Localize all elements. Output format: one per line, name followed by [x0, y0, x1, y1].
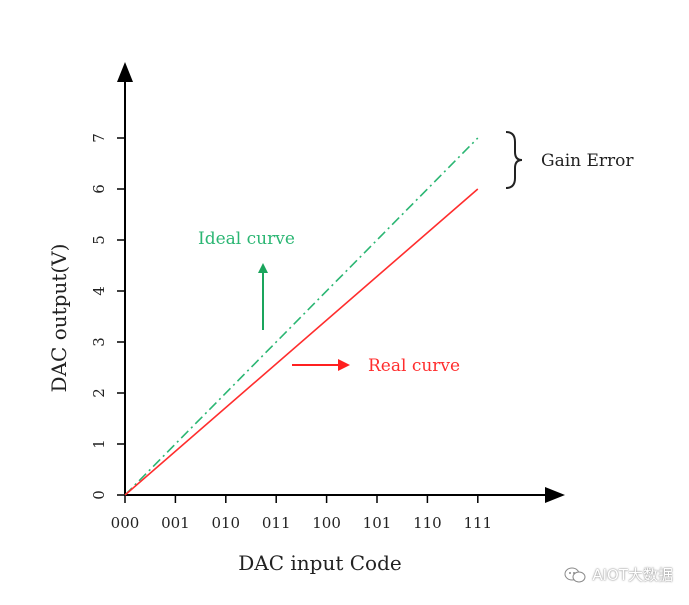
y-tick-label: 7 — [90, 133, 108, 143]
y-tick-label: 6 — [90, 184, 108, 194]
x-tick-label: 011 — [262, 514, 291, 532]
x-tick-label: 110 — [413, 514, 442, 532]
series-line-real — [124, 188, 479, 496]
series-line-ideal — [124, 137, 479, 496]
x-tick-label: 101 — [363, 514, 392, 532]
x-ticks: 000 001 010 011 100 101 110 111 — [111, 495, 492, 532]
x-tick-label: 000 — [111, 514, 140, 532]
x-tick-label: 100 — [312, 514, 341, 532]
real-curve-label: Real curve — [368, 356, 460, 376]
axes — [117, 62, 565, 503]
wechat-icon — [564, 567, 586, 582]
watermark-text: AIOT大数据 — [592, 566, 673, 584]
y-tick-label: 0 — [90, 490, 108, 500]
y-tick-label: 4 — [90, 286, 108, 296]
y-tick-label: 5 — [90, 235, 108, 245]
x-tick-label: 010 — [211, 514, 240, 532]
x-tick-label: 111 — [463, 514, 492, 532]
x-axis-title: DAC input Code — [238, 551, 401, 575]
y-tick-label: 3 — [90, 337, 108, 347]
y-tick-label: 2 — [90, 388, 108, 398]
y-axis-title: DAC output(V) — [47, 244, 71, 393]
x-axis-arrow — [545, 487, 565, 503]
gain-error-label: Gain Error — [541, 151, 634, 171]
y-ticks: 0 1 2 3 4 5 6 7 — [90, 133, 125, 500]
x-tick-label: 001 — [161, 514, 190, 532]
ideal-curve-label: Ideal curve — [198, 229, 295, 249]
real-annotation: Real curve — [292, 356, 460, 376]
series-layer — [124, 137, 479, 496]
gain-error-annotation: Gain Error — [505, 131, 634, 189]
ideal-annotation: Ideal curve — [198, 229, 295, 330]
gain-error-brace — [505, 131, 523, 189]
watermark: AIOT大数据 — [564, 564, 673, 585]
y-axis-arrow — [117, 62, 133, 82]
y-tick-label: 1 — [90, 439, 108, 449]
